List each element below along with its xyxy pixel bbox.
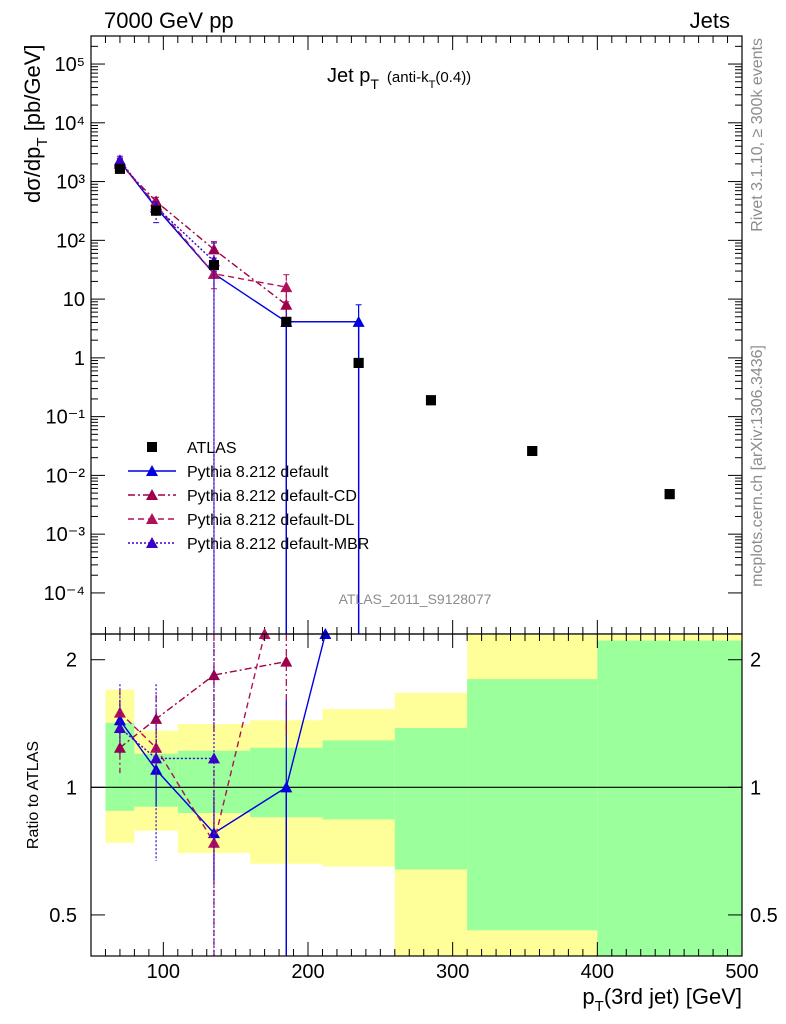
atlas-point-top-3 — [281, 316, 292, 327]
ratio-ytick-label-r-1: 1 — [750, 777, 761, 799]
y-axis-label: dσ/dpT [pb/GeV] — [20, 44, 51, 203]
ylabel-sub: T — [34, 137, 51, 146]
ratio-ytick-label-r-0: 0.5 — [750, 905, 778, 927]
ratio-dl-line — [119, 633, 266, 845]
atlas-point-top-6 — [527, 446, 538, 457]
xtick-label-3: 400 — [581, 961, 614, 983]
legend-default-marker — [146, 465, 158, 476]
ratio-mbr-line — [119, 727, 214, 760]
ylabel-main: dσ/dp — [20, 147, 45, 203]
cd-line — [119, 163, 287, 306]
plot-title: Jet pT (anti-kT(0.4)) — [327, 65, 471, 92]
legend-mbr-label: Pythia 8.212 default-MBR — [187, 536, 369, 553]
band-inner-7 — [597, 640, 742, 956]
band-inner-4 — [322, 740, 395, 820]
rivet-label: Rivet 3.1.10, ≥ 300k events — [749, 38, 766, 232]
ratio-ytick-label-2: 2 — [66, 650, 77, 672]
atlas-point-top-4 — [353, 357, 364, 368]
xtick-label-0: 100 — [147, 961, 180, 983]
ratio-ytick-label-1: 1 — [66, 777, 77, 799]
band-inner-6 — [467, 679, 598, 931]
ratio-ytick-label-0: 0.5 — [49, 905, 77, 927]
ratio-cd-point-3 — [280, 655, 293, 667]
main-panel: 10⁵ 10⁴ 10³ 10² 10 1 10⁻¹ 10⁻² 10⁻³ 10⁻⁴ — [44, 35, 743, 634]
ratio-dl-point-1 — [150, 741, 163, 753]
xlabel-end: (3rd jet) [GeV] — [604, 984, 742, 1009]
ratio-dl-point-0 — [113, 706, 126, 718]
main-ytick-label-0: 10⁵ — [54, 54, 85, 76]
ratio-cd-point-0 — [113, 741, 126, 753]
legend-dl-marker — [146, 513, 158, 524]
legend-default-label: Pythia 8.212 default — [187, 464, 329, 481]
ratio-mbr-point-2 — [207, 752, 220, 764]
ratio-panel: 0.5 0.5 1 1 2 2 100 200 300 400 500 — [49, 628, 778, 983]
ratio-frame — [90, 633, 743, 957]
title-sub: T — [370, 76, 379, 92]
mcplots-label: mcplots.cern.ch [arXiv:1306.3436] — [749, 345, 766, 587]
main-ytick-label-2: 10³ — [56, 172, 85, 194]
legend-cd-label: Pythia 8.212 default-CD — [187, 488, 357, 505]
default-line — [119, 161, 359, 323]
legend: ATLAS Pythia 8.212 default Pythia 8.212 de… — [128, 440, 369, 553]
atlas-point-top-2 — [208, 260, 219, 271]
legend-atlas-label: ATLAS — [187, 440, 237, 457]
ratio-mbr-point-0 — [113, 722, 126, 734]
ratio-cd-point-1 — [150, 712, 163, 724]
ratio-mbr-point-1 — [150, 752, 163, 764]
legend-dl-label: Pythia 8.212 default-DL — [187, 512, 354, 529]
main-ytick-label-6: 10⁻¹ — [46, 407, 86, 429]
category-label: Jets — [690, 8, 730, 33]
x-axis-label: pT(3rd jet) [GeV] — [582, 984, 742, 1015]
main-ytick-label-3: 10² — [56, 230, 85, 252]
atlas-point-top-5 — [425, 395, 436, 406]
xlabel-sub: T — [595, 998, 604, 1015]
atlas-point-top-7 — [664, 489, 675, 500]
main-ytick-label-4: 10 — [63, 289, 85, 311]
title-extra-sub: T — [429, 79, 436, 91]
title-extra: (anti-k — [387, 69, 429, 86]
band-inner-5 — [394, 728, 468, 870]
title-main: Jet p — [327, 65, 370, 87]
title-extra-end: (0.4)) — [435, 69, 471, 86]
ratio-default-point-3 — [280, 781, 293, 793]
xtick-label-2: 300 — [436, 961, 469, 983]
ratio-cd-line — [119, 660, 287, 749]
atlas-point-top-1 — [151, 205, 162, 216]
main-ytick-label-7: 10⁻² — [46, 465, 86, 487]
main-ytick-label-1: 10⁴ — [54, 113, 85, 135]
legend-mbr-marker — [146, 537, 158, 548]
energy-label: 7000 GeV pp — [104, 8, 234, 33]
xtick-label-1: 200 — [291, 961, 324, 983]
main-ytick-label-5: 1 — [74, 348, 85, 370]
main-ytick-label-8: 10⁻³ — [46, 524, 86, 546]
legend-atlas-marker — [147, 442, 157, 452]
main-ytick-label-9: 10⁻⁴ — [44, 583, 85, 605]
legend-cd-marker — [146, 489, 158, 500]
atlas-point-top-0 — [114, 163, 125, 174]
ratio-ytick-label-r-2: 2 — [750, 650, 761, 672]
xlabel-main: p — [582, 984, 594, 1009]
mbr-point-0 — [113, 154, 126, 166]
ylabel-end: [pb/GeV] — [20, 44, 45, 137]
dl-point-2 — [207, 267, 220, 279]
analysis-id: ATLAS_2011_S9128077 — [339, 591, 492, 607]
xtick-label-4: 500 — [725, 961, 758, 983]
dl-line — [119, 162, 287, 288]
cd-point-3 — [280, 298, 293, 310]
dl-point-3 — [280, 281, 293, 293]
ratio-y-label: Ratio to ATLAS — [25, 741, 42, 849]
